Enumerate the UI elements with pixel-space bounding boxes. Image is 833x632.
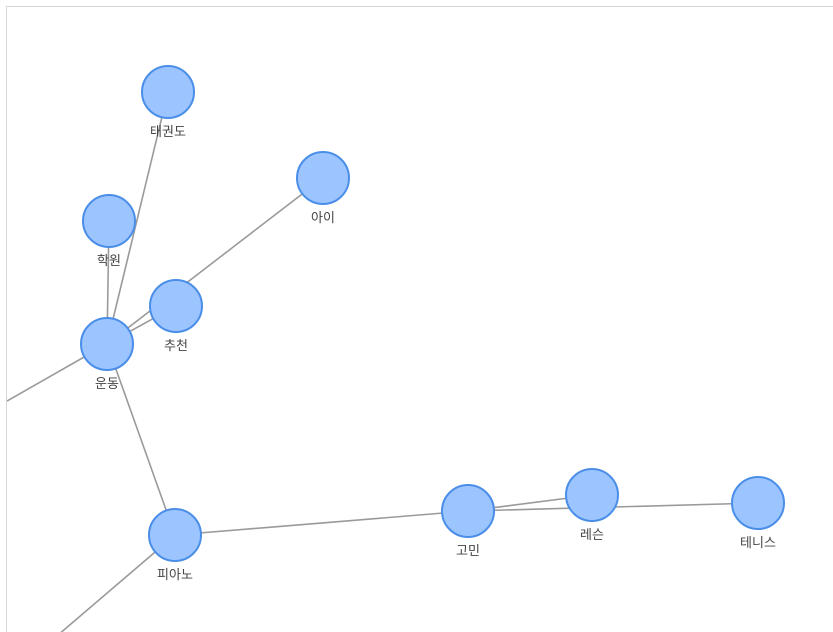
- node-hakwon[interactable]: 학원: [82, 194, 136, 269]
- node-lesson[interactable]: 레슨: [565, 468, 619, 543]
- edge-undong-ai: [106, 177, 324, 345]
- node-ai[interactable]: 아이: [296, 151, 350, 226]
- node-label-lesson: 레슨: [580, 528, 604, 543]
- node-circle-taekwondo[interactable]: [141, 65, 195, 119]
- node-label-taekwondo: 태권도: [150, 125, 186, 140]
- edge-undong-piano: [106, 343, 176, 536]
- node-label-ai: 아이: [311, 211, 335, 226]
- edge-undong-taekwondo: [106, 91, 169, 345]
- edges-layer: [7, 91, 759, 632]
- node-label-tennis: 테니스: [740, 536, 776, 551]
- node-label-gomin: 고민: [456, 544, 480, 559]
- node-circle-undong[interactable]: [80, 317, 134, 371]
- node-undong[interactable]: 운동: [80, 317, 134, 392]
- node-circle-tennis[interactable]: [731, 476, 785, 530]
- node-label-chucheon: 추천: [164, 339, 188, 354]
- node-circle-gomin[interactable]: [441, 484, 495, 538]
- node-circle-lesson[interactable]: [565, 468, 619, 522]
- node-label-undong: 운동: [95, 377, 119, 392]
- node-tennis[interactable]: 테니스: [731, 476, 785, 551]
- node-chucheon[interactable]: 추천: [149, 279, 203, 354]
- node-taekwondo[interactable]: 태권도: [141, 65, 195, 140]
- node-label-hakwon: 학원: [97, 254, 121, 269]
- node-label-piano: 피아노: [157, 568, 193, 583]
- node-piano[interactable]: 피아노: [148, 508, 202, 583]
- node-circle-ai[interactable]: [296, 151, 350, 205]
- node-circle-chucheon[interactable]: [149, 279, 203, 333]
- edge-piano-offscreen-bottom: [60, 534, 176, 632]
- edge-piano-gomin: [174, 510, 469, 536]
- node-circle-hakwon[interactable]: [82, 194, 136, 248]
- node-gomin[interactable]: 고민: [441, 484, 495, 559]
- node-circle-piano[interactable]: [148, 508, 202, 562]
